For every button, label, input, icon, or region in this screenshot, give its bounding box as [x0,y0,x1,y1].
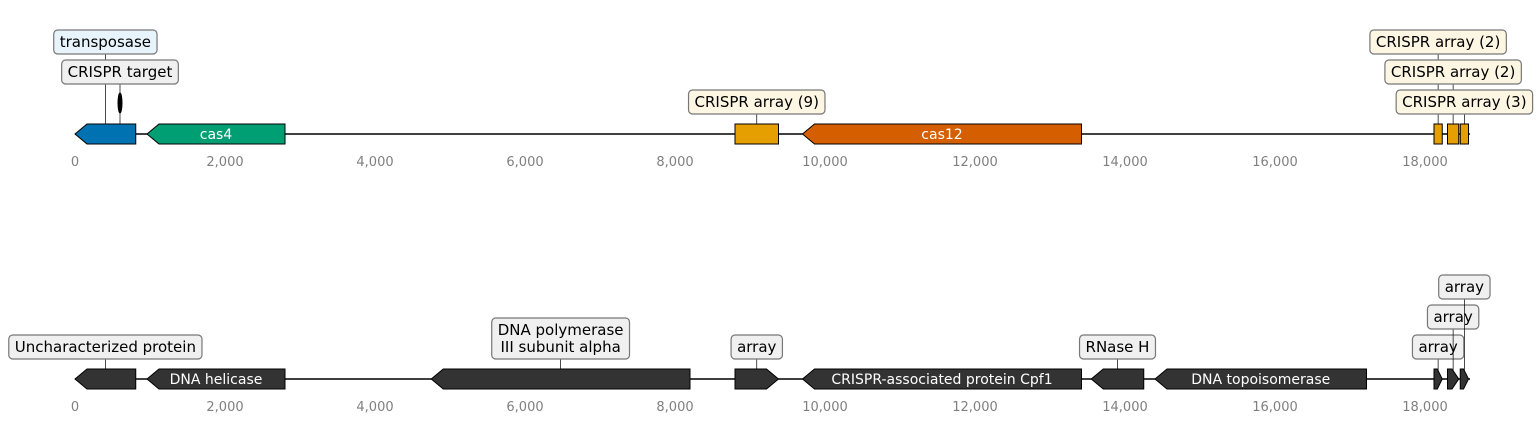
transposase-callout-box [53,29,158,55]
track-bottom-tick-label: 14,000 [1102,400,1148,415]
array-a-callout-label: array [1418,338,1457,356]
track-bottom-tick-label: 16,000 [1252,400,1298,415]
rnase-h-callout-box [1078,334,1157,360]
uncharacterized-protein-callout-box [8,334,203,360]
crispr-array-3-callout-box [1395,89,1534,115]
array-c-feature[interactable] [1459,368,1470,390]
rnase-h-callout-label: RNase H [1086,338,1150,356]
array-b-callout-label: array [1433,308,1472,326]
track-top-tick-label: 14,000 [1102,155,1148,170]
dna-topoisomerase-feature[interactable] [1154,368,1367,390]
track-bottom-features: DNA helicase CRISPR-associated protein Cp… [74,368,1470,390]
track-top-tick-label: 0 [71,155,79,170]
transposase-callout-label: transposase [60,33,151,51]
cpf1-label: CRISPR-associated protein Cpf1 [831,372,1052,388]
array-a-callout-box [1411,334,1465,360]
crispr-array-3-callout-label: CRISPR array (3) [1402,93,1526,111]
crispr-array-2a-feature[interactable] [1433,123,1443,145]
track-bottom-callouts: Uncharacterized protein DNA polymeraseIII… [8,274,1491,379]
dna-polymerase-callout-label: III subunit alpha [500,338,620,356]
track-top-tick-label: 12,000 [952,155,998,170]
track-bottom-tick-label: 18,000 [1402,400,1448,415]
dna-polymerase-callout-box [491,317,631,360]
rnase-h-feature[interactable] [1090,368,1145,390]
transposase-feature[interactable] [74,123,137,145]
track-bottom-tick-label: 12,000 [952,400,998,415]
cas12-feature[interactable] [801,123,1082,145]
track-top-callouts: transposase CRISPR target CRISPR array (9)… [53,29,1534,134]
cas4-feature[interactable] [146,123,286,145]
dna-polymerase-feature[interactable] [430,368,691,390]
track-top-tick-label: 2,000 [206,155,243,170]
array-a-feature[interactable] [1433,368,1443,390]
crispr-target-callout-box [61,59,179,85]
crispr-array-3-feature[interactable] [1459,123,1469,145]
crispr-target-callout-label: CRISPR target [68,63,173,81]
crispr-array-2a-callout-label: CRISPR array (2) [1376,33,1500,51]
track-bottom-tick-label: 6,000 [506,400,543,415]
track-bottom-tick-label: 4,000 [356,400,393,415]
track-top-tick-label: 6,000 [506,155,543,170]
crispr-array-9-callout-box [687,89,826,115]
track-bottom-tick-label: 10,000 [802,400,848,415]
track-top-tick-label: 4,000 [356,155,393,170]
dna-helicase-label: DNA helicase [170,372,263,388]
array-main-callout-label: array [737,338,776,356]
track-top-tick-label: 8,000 [656,155,693,170]
array-c-callout-box [1438,274,1491,300]
array-main-feature[interactable] [734,368,780,390]
array-b-callout-box [1426,304,1480,330]
cas4-label: cas4 [200,127,233,143]
track-bottom-tick-label: 8,000 [656,400,693,415]
crispr-array-2a-callout-box [1369,29,1507,55]
dna-topoisomerase-label: DNA topoisomerase [1191,372,1330,388]
array-c-callout-label: array [1445,278,1484,296]
dna-polymerase-callout-label: DNA polymerase [498,321,624,339]
track-bottom-tick-label: 2,000 [206,400,243,415]
array-main-callout-box [730,334,784,360]
crispr-target-feature[interactable] [117,92,123,114]
dna-helicase-feature[interactable] [146,368,286,390]
cas12-label: cas12 [921,127,962,143]
uncharacterized-protein-feature[interactable] [74,368,137,390]
track-bottom-tick-label: 0 [71,400,79,415]
track-top-features: cas4 cas12 [74,92,1469,145]
cpf1-feature[interactable] [801,368,1082,390]
track-top-tick-label: 10,000 [802,155,848,170]
crispr-array-9-feature[interactable] [734,123,779,145]
track-top-tick-label: 18,000 [1402,155,1448,170]
track-top-tick-label: 16,000 [1252,155,1298,170]
uncharacterized-protein-callout-label: Uncharacterized protein [15,338,196,356]
crispr-array-9-callout-label: CRISPR array (9) [695,93,819,111]
crispr-array-2b-callout-box [1384,59,1522,85]
track-bottom: 0 2,000 4,000 6,000 8,000 10,000 12,000 14,000 1… [8,274,1491,415]
array-b-feature[interactable] [1447,368,1460,390]
crispr-array-2b-feature[interactable] [1447,123,1460,145]
track-top: 0 2,000 4,000 6,000 8,000 10,000 12,000 14,000 1… [53,29,1534,170]
crispr-array-2b-callout-label: CRISPR array (2) [1391,63,1515,81]
